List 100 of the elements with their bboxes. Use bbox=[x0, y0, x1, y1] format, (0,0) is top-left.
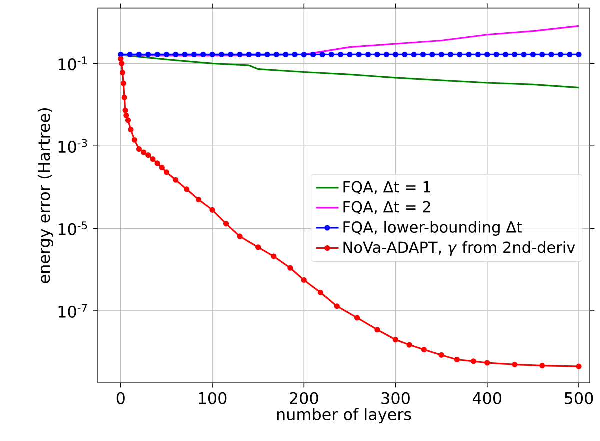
x-tick-label: 100 bbox=[199, 392, 227, 404]
point bbox=[502, 52, 509, 58]
point bbox=[540, 52, 546, 58]
point bbox=[141, 150, 147, 156]
point bbox=[384, 52, 390, 58]
point bbox=[164, 52, 170, 58]
point bbox=[558, 52, 564, 58]
point bbox=[264, 52, 270, 58]
point bbox=[454, 356, 460, 363]
point bbox=[576, 52, 582, 58]
point bbox=[223, 221, 230, 227]
point bbox=[119, 60, 125, 66]
point bbox=[191, 52, 197, 58]
point bbox=[288, 265, 294, 271]
x-tick-label: 500 bbox=[565, 392, 594, 404]
point bbox=[154, 52, 160, 58]
point bbox=[354, 315, 360, 321]
point bbox=[274, 52, 280, 58]
x-axis-title: number of layers bbox=[277, 408, 412, 424]
point bbox=[392, 337, 399, 343]
point bbox=[301, 277, 307, 284]
point bbox=[438, 352, 444, 358]
point bbox=[457, 52, 463, 58]
point bbox=[256, 52, 262, 58]
point bbox=[154, 160, 160, 166]
point bbox=[338, 52, 344, 58]
point bbox=[328, 52, 334, 58]
point bbox=[196, 196, 202, 203]
point bbox=[237, 52, 243, 58]
x-tick-label: 0 bbox=[116, 392, 125, 404]
point bbox=[200, 52, 206, 58]
point bbox=[292, 52, 298, 58]
legend-label: FQA, Δt = 1 bbox=[344, 181, 430, 195]
point bbox=[540, 363, 546, 369]
point bbox=[128, 126, 134, 133]
point bbox=[318, 290, 324, 296]
x-tick-label: 300 bbox=[382, 392, 410, 404]
y-tick-label: 10$^{-3}$ bbox=[58, 139, 88, 154]
point bbox=[421, 347, 427, 353]
y-tick-label: 10$^{-7}$ bbox=[58, 304, 88, 318]
point bbox=[334, 304, 340, 310]
point bbox=[411, 52, 417, 58]
point bbox=[374, 52, 380, 58]
point bbox=[466, 52, 472, 58]
point bbox=[576, 364, 582, 370]
point bbox=[173, 177, 179, 183]
point bbox=[530, 52, 536, 58]
point bbox=[182, 52, 188, 58]
point bbox=[374, 327, 380, 333]
legend-label: NoVa-ADAPT, γ from 2nd-deriv bbox=[344, 241, 576, 256]
point bbox=[356, 52, 362, 58]
x-tick-label: 400 bbox=[472, 392, 502, 404]
point bbox=[320, 52, 326, 58]
y-tick-label: 10$^{-1}$ bbox=[58, 56, 88, 71]
point bbox=[124, 112, 130, 118]
point bbox=[246, 52, 252, 58]
point bbox=[402, 52, 408, 58]
point bbox=[122, 108, 128, 114]
point bbox=[484, 52, 490, 58]
point bbox=[237, 234, 243, 240]
point bbox=[475, 52, 482, 58]
point bbox=[210, 52, 216, 58]
point bbox=[430, 52, 436, 58]
point bbox=[470, 358, 476, 364]
y-axis-title: energy error (Hartree) bbox=[38, 108, 54, 284]
point bbox=[448, 52, 454, 58]
point bbox=[512, 52, 518, 58]
point bbox=[567, 52, 573, 58]
point bbox=[210, 207, 216, 213]
point bbox=[118, 56, 124, 62]
point bbox=[310, 52, 316, 58]
point bbox=[271, 254, 277, 260]
legend-label: FQA, lower-bounding Δt bbox=[344, 221, 522, 236]
point bbox=[127, 52, 133, 58]
point bbox=[406, 342, 412, 348]
point bbox=[420, 52, 426, 58]
y-tick-label: 10$^{-5}$ bbox=[58, 222, 88, 236]
point bbox=[256, 244, 262, 250]
point bbox=[484, 360, 490, 366]
point bbox=[228, 52, 234, 58]
point bbox=[347, 52, 353, 58]
point bbox=[283, 52, 289, 58]
point bbox=[365, 52, 372, 58]
point bbox=[184, 186, 190, 192]
point bbox=[120, 80, 126, 86]
point bbox=[146, 152, 152, 158]
point bbox=[301, 52, 307, 58]
point bbox=[125, 118, 132, 124]
point bbox=[132, 137, 138, 143]
point bbox=[392, 52, 399, 58]
point bbox=[548, 52, 554, 58]
point bbox=[494, 52, 500, 58]
x-tick-label: 200 bbox=[290, 392, 318, 404]
point bbox=[122, 94, 128, 100]
point bbox=[146, 52, 152, 58]
point bbox=[120, 70, 126, 76]
point bbox=[438, 52, 444, 58]
point bbox=[136, 52, 142, 58]
legend-label: FQA, Δt = 2 bbox=[344, 201, 430, 215]
point bbox=[512, 362, 518, 368]
